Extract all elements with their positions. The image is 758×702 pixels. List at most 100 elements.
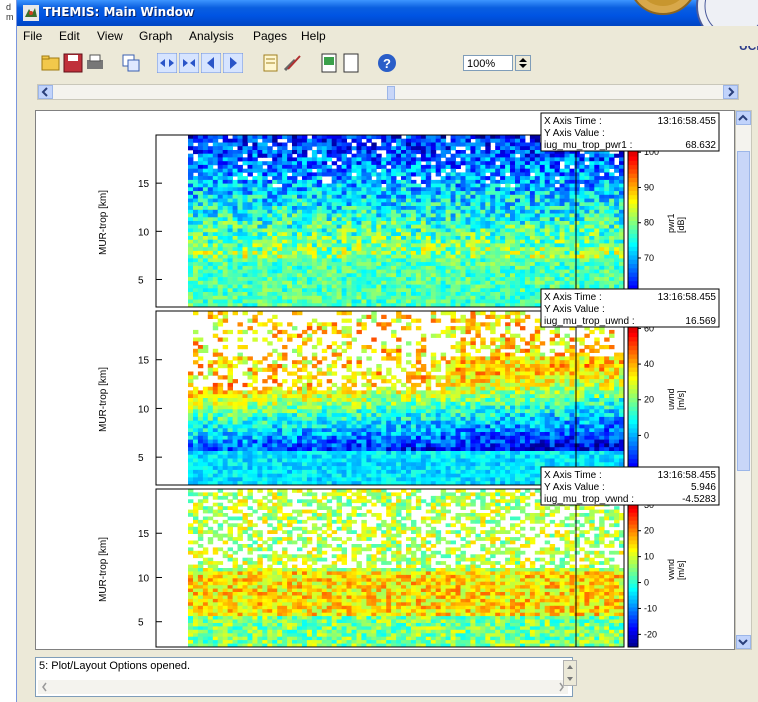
status-horizontal-scrollbar[interactable] [38,680,568,694]
document-icon[interactable] [261,53,281,73]
colorbar-unit-label: [m/s] [676,561,686,581]
status-message: 5: Plot/Layout Options opened. [39,660,191,672]
menu-edit[interactable]: Edit [59,29,80,43]
print-icon[interactable] [85,53,105,73]
y-tick-label: 15 [138,529,150,540]
save-icon[interactable] [63,53,83,73]
menu-analysis[interactable]: Analysis [189,29,234,43]
readout-value: 13:16:58.455 [658,116,717,127]
blank-page-icon[interactable] [341,53,361,73]
colorbar-unit-label: [dB] [676,217,686,233]
y-tick-label: 10 [138,573,150,584]
spinner-arrows-icon [519,58,527,68]
colorbar-tick-label: 70 [644,253,654,263]
readout-label: X Axis Time : [544,292,602,303]
menu-pages[interactable]: Pages [253,29,288,43]
scroll-right-button[interactable] [723,85,738,99]
status-spinner-icon [567,665,573,681]
zoom-field[interactable]: 100% [463,55,513,71]
scroll-up-icon [738,114,748,121]
colorbar-label: uwnd [666,388,676,410]
status-scroll-left-icon[interactable] [40,682,50,692]
menu-view[interactable]: View [97,29,123,43]
colorbar-label: pwr1 [666,213,676,233]
horizontal-scroll-thumb[interactable] [387,86,395,100]
colorbar-tick-label: -20 [644,629,657,639]
colorbar-tick-label: 10 [644,552,654,562]
readout-value: 5.946 [691,482,716,493]
back-icon[interactable] [201,53,221,73]
y-tick-label: 5 [138,618,144,629]
readout-value: 16.569 [685,316,716,327]
title-bar[interactable]: THEMIS: Main Window [17,0,758,26]
scroll-left-icon [41,87,48,97]
zoom-spinner[interactable] [515,55,531,71]
readout-label: iug_mu_trop_vwnd : [544,494,634,505]
y-tick-label: 15 [138,356,150,367]
scroll-left-button[interactable] [38,85,53,99]
y-tick-label: 10 [138,404,150,415]
y-axis-label: MUR-trop [km] [98,537,109,602]
forward-icon[interactable] [223,53,243,73]
cursor-readout-box: X Axis Time : 13:16:58.455 Y Axis Value : 5… [540,466,720,506]
help-icon[interactable]: ? [377,53,397,73]
scroll-right-icon [728,87,735,97]
cursor-readout-box: X Axis Time : 13:16:58.455 Y Axis Value :i… [540,112,720,152]
menu-file[interactable]: File [23,29,43,43]
svg-text:?: ? [383,56,391,71]
page-icon[interactable] [319,53,339,73]
vertical-scroll-thumb[interactable] [737,151,750,471]
main-window: THEMIS: Main Window UCL File Edit View G… [16,0,758,702]
toolbar: ? [17,46,758,82]
scroll-down-button[interactable] [736,635,751,649]
colorbar-tick-label: 60 [644,323,654,333]
y-axis-label: MUR-trop [km] [98,367,109,432]
open-folder-icon[interactable] [41,53,61,73]
colorbar-tick-label: 100 [644,147,659,157]
colorbar-tick-label: 0 [644,578,649,588]
readout-label: iug_mu_trop_uwnd : [544,316,635,327]
menu-help[interactable]: Help [301,29,326,43]
readout-label: X Axis Time : [544,470,602,481]
colorbar-tick-label: 90 [644,182,654,192]
menu-graph[interactable]: Graph [139,29,173,43]
colorbar-tick-label: 80 [644,218,654,228]
y-tick-label: 5 [138,453,144,464]
expand-time-icon[interactable] [157,53,177,73]
colorbar-tick-label: 20 [644,526,654,536]
scroll-down-icon [738,639,748,646]
shrink-time-icon[interactable] [179,53,199,73]
readout-value: 13:16:58.455 [658,470,717,481]
vertical-scrollbar[interactable] [735,110,752,650]
scroll-up-button[interactable] [736,111,751,125]
colorbar-tick-label: 20 [644,395,654,405]
readout-label: X Axis Time : [544,116,602,127]
horizontal-scrollbar[interactable] [37,84,739,100]
menu-bar: File Edit View Graph Analysis Pages Help [17,26,758,46]
copy-icon[interactable] [121,53,141,73]
colorbar-unit-label: [m/s] [676,391,686,411]
y-tick-label: 15 [138,179,150,190]
colorbar-tick-label: -10 [644,603,657,613]
tools-icon[interactable] [283,53,303,73]
status-spinner[interactable] [563,660,577,686]
y-tick-label: 10 [138,227,150,238]
colorbar-tick-label: 40 [644,359,654,369]
background-window-fragment: d m [0,0,16,40]
colorbar-tick-label: 0 [644,430,649,440]
fragment-text-2: m [6,12,14,22]
status-panel: 5: Plot/Layout Options opened. [35,657,573,697]
window-title: THEMIS: Main Window [43,5,195,19]
status-scroll-right-icon[interactable] [556,682,566,692]
readout-label: Y Axis Value : [544,128,605,139]
readout-value: 68.632 [685,140,716,151]
app-icon [23,5,39,21]
y-axis-label: MUR-trop [km] [98,190,109,255]
colorbar-label: vwnd [666,559,676,580]
readout-value: -4.5283 [682,494,716,505]
